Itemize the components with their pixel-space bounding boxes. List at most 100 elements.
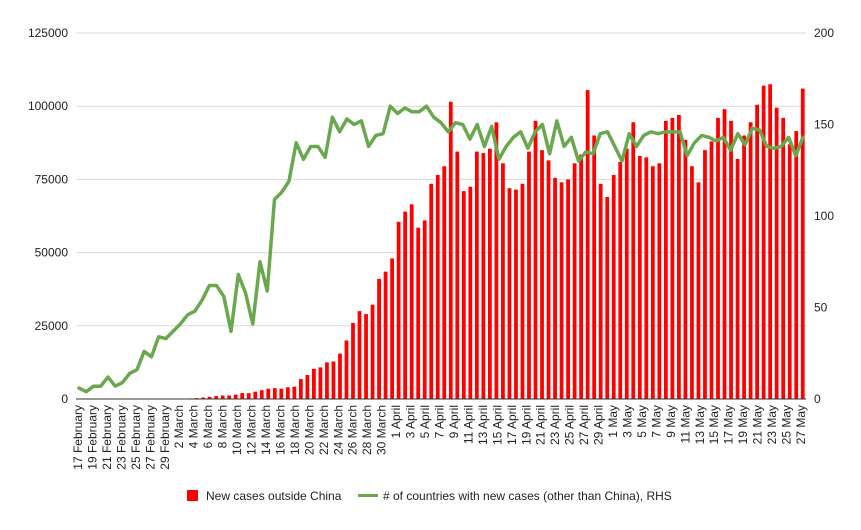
bar [683,139,688,399]
bar [298,379,303,399]
bar [572,163,577,399]
y2-tick-label: 50 [814,301,828,315]
bar [501,163,505,399]
bar [579,154,584,399]
bar [377,278,381,399]
bar [220,395,225,399]
x-tick-label: 19 February [85,405,99,470]
bar [207,396,212,399]
x-tick-label: 21 February [100,405,114,470]
x-tick-label: 13 May [693,405,707,444]
x-tick-label: 26 March [346,405,360,455]
bar [637,155,642,399]
bar [553,177,557,399]
bar [618,161,623,399]
y-tick-label: 0 [61,392,68,406]
bar [259,390,264,399]
legend-label-new-cases: New cases outside China [206,489,342,503]
x-tick-label: 3 May [620,405,634,438]
bar [272,388,277,399]
bar [650,166,655,399]
bar [383,271,388,399]
bar [279,388,284,399]
bar [474,151,479,399]
x-tick-label: 14 March [259,405,273,455]
bar [787,144,792,399]
x-tick-label: 9 May [664,405,678,438]
line-path [77,104,805,394]
bar [768,84,773,400]
x-tick-label: 28 March [360,405,374,455]
bar [331,361,336,399]
bar [305,374,310,399]
x-tick-label: 5 May [635,405,649,438]
bar [800,88,805,399]
x-tick-label: 27 February [143,405,157,470]
x-tick-label: 3 April [404,405,418,438]
x-tick-label: 27 April [577,405,591,445]
x-tick-label: 17 May [722,405,736,444]
x-tick-label: 29 February [158,405,172,470]
x-tick-label: 4 March [187,405,201,448]
y-tick-label: 100000 [28,99,68,113]
x-tick-label: 15 May [707,405,721,444]
bar [487,148,492,399]
y-tick-label: 50000 [35,246,69,260]
bar [670,117,675,400]
y-tick-label: 125000 [28,26,68,40]
bar [201,397,205,399]
x-tick-label: 21 May [751,405,765,444]
bar [455,151,460,399]
bar [677,114,681,399]
y-tick-label: 75000 [35,172,69,186]
x-tick-label: 29 April [592,405,606,445]
bar [761,85,766,399]
legend: New cases outside China # of countries w… [187,489,672,503]
bar [325,362,329,399]
y-axis-right: 0 50 100 150 200 [814,26,834,406]
bar [233,394,238,399]
bar [227,395,232,399]
x-tick-label: 8 March [216,405,230,448]
bar [351,322,355,399]
x-tick-label: 9 April [447,405,461,438]
bar [520,183,525,399]
bar [781,117,786,400]
bar [722,109,727,400]
x-tick-label: 13 April [476,405,490,445]
bar [481,153,486,399]
y-axis-left: 0 25000 50000 75000 100000 125000 [28,26,68,406]
x-tick-label: 2 March [172,405,186,448]
bar [566,179,570,399]
x-tick-label: 21 April [534,405,548,445]
x-tick-label: 7 May [649,405,663,438]
bar [748,122,753,399]
bar [390,258,395,399]
bar [416,227,421,399]
bar [709,141,714,399]
bar [429,183,434,399]
bar [592,135,597,400]
x-tick-label: 19 May [736,405,750,444]
x-tick-label: 7 April [433,405,447,438]
bar [533,120,538,399]
bar [494,122,499,399]
bar [546,160,551,399]
x-tick-label: 6 March [201,405,215,448]
bar [611,175,616,399]
line-series-countries [77,104,805,394]
bar [703,150,707,399]
bar [442,166,447,399]
x-tick-label: 25 May [780,405,794,444]
x-tick-label: 18 March [288,405,302,455]
bar [312,368,316,399]
bar [507,188,512,399]
bar [644,157,649,399]
bar [716,117,720,400]
gridlines [76,32,806,327]
x-tick-label: 20 March [302,405,316,455]
legend-label-countries: # of countries with new cases (other tha… [383,489,672,503]
bar [285,387,290,399]
bar [774,107,779,399]
